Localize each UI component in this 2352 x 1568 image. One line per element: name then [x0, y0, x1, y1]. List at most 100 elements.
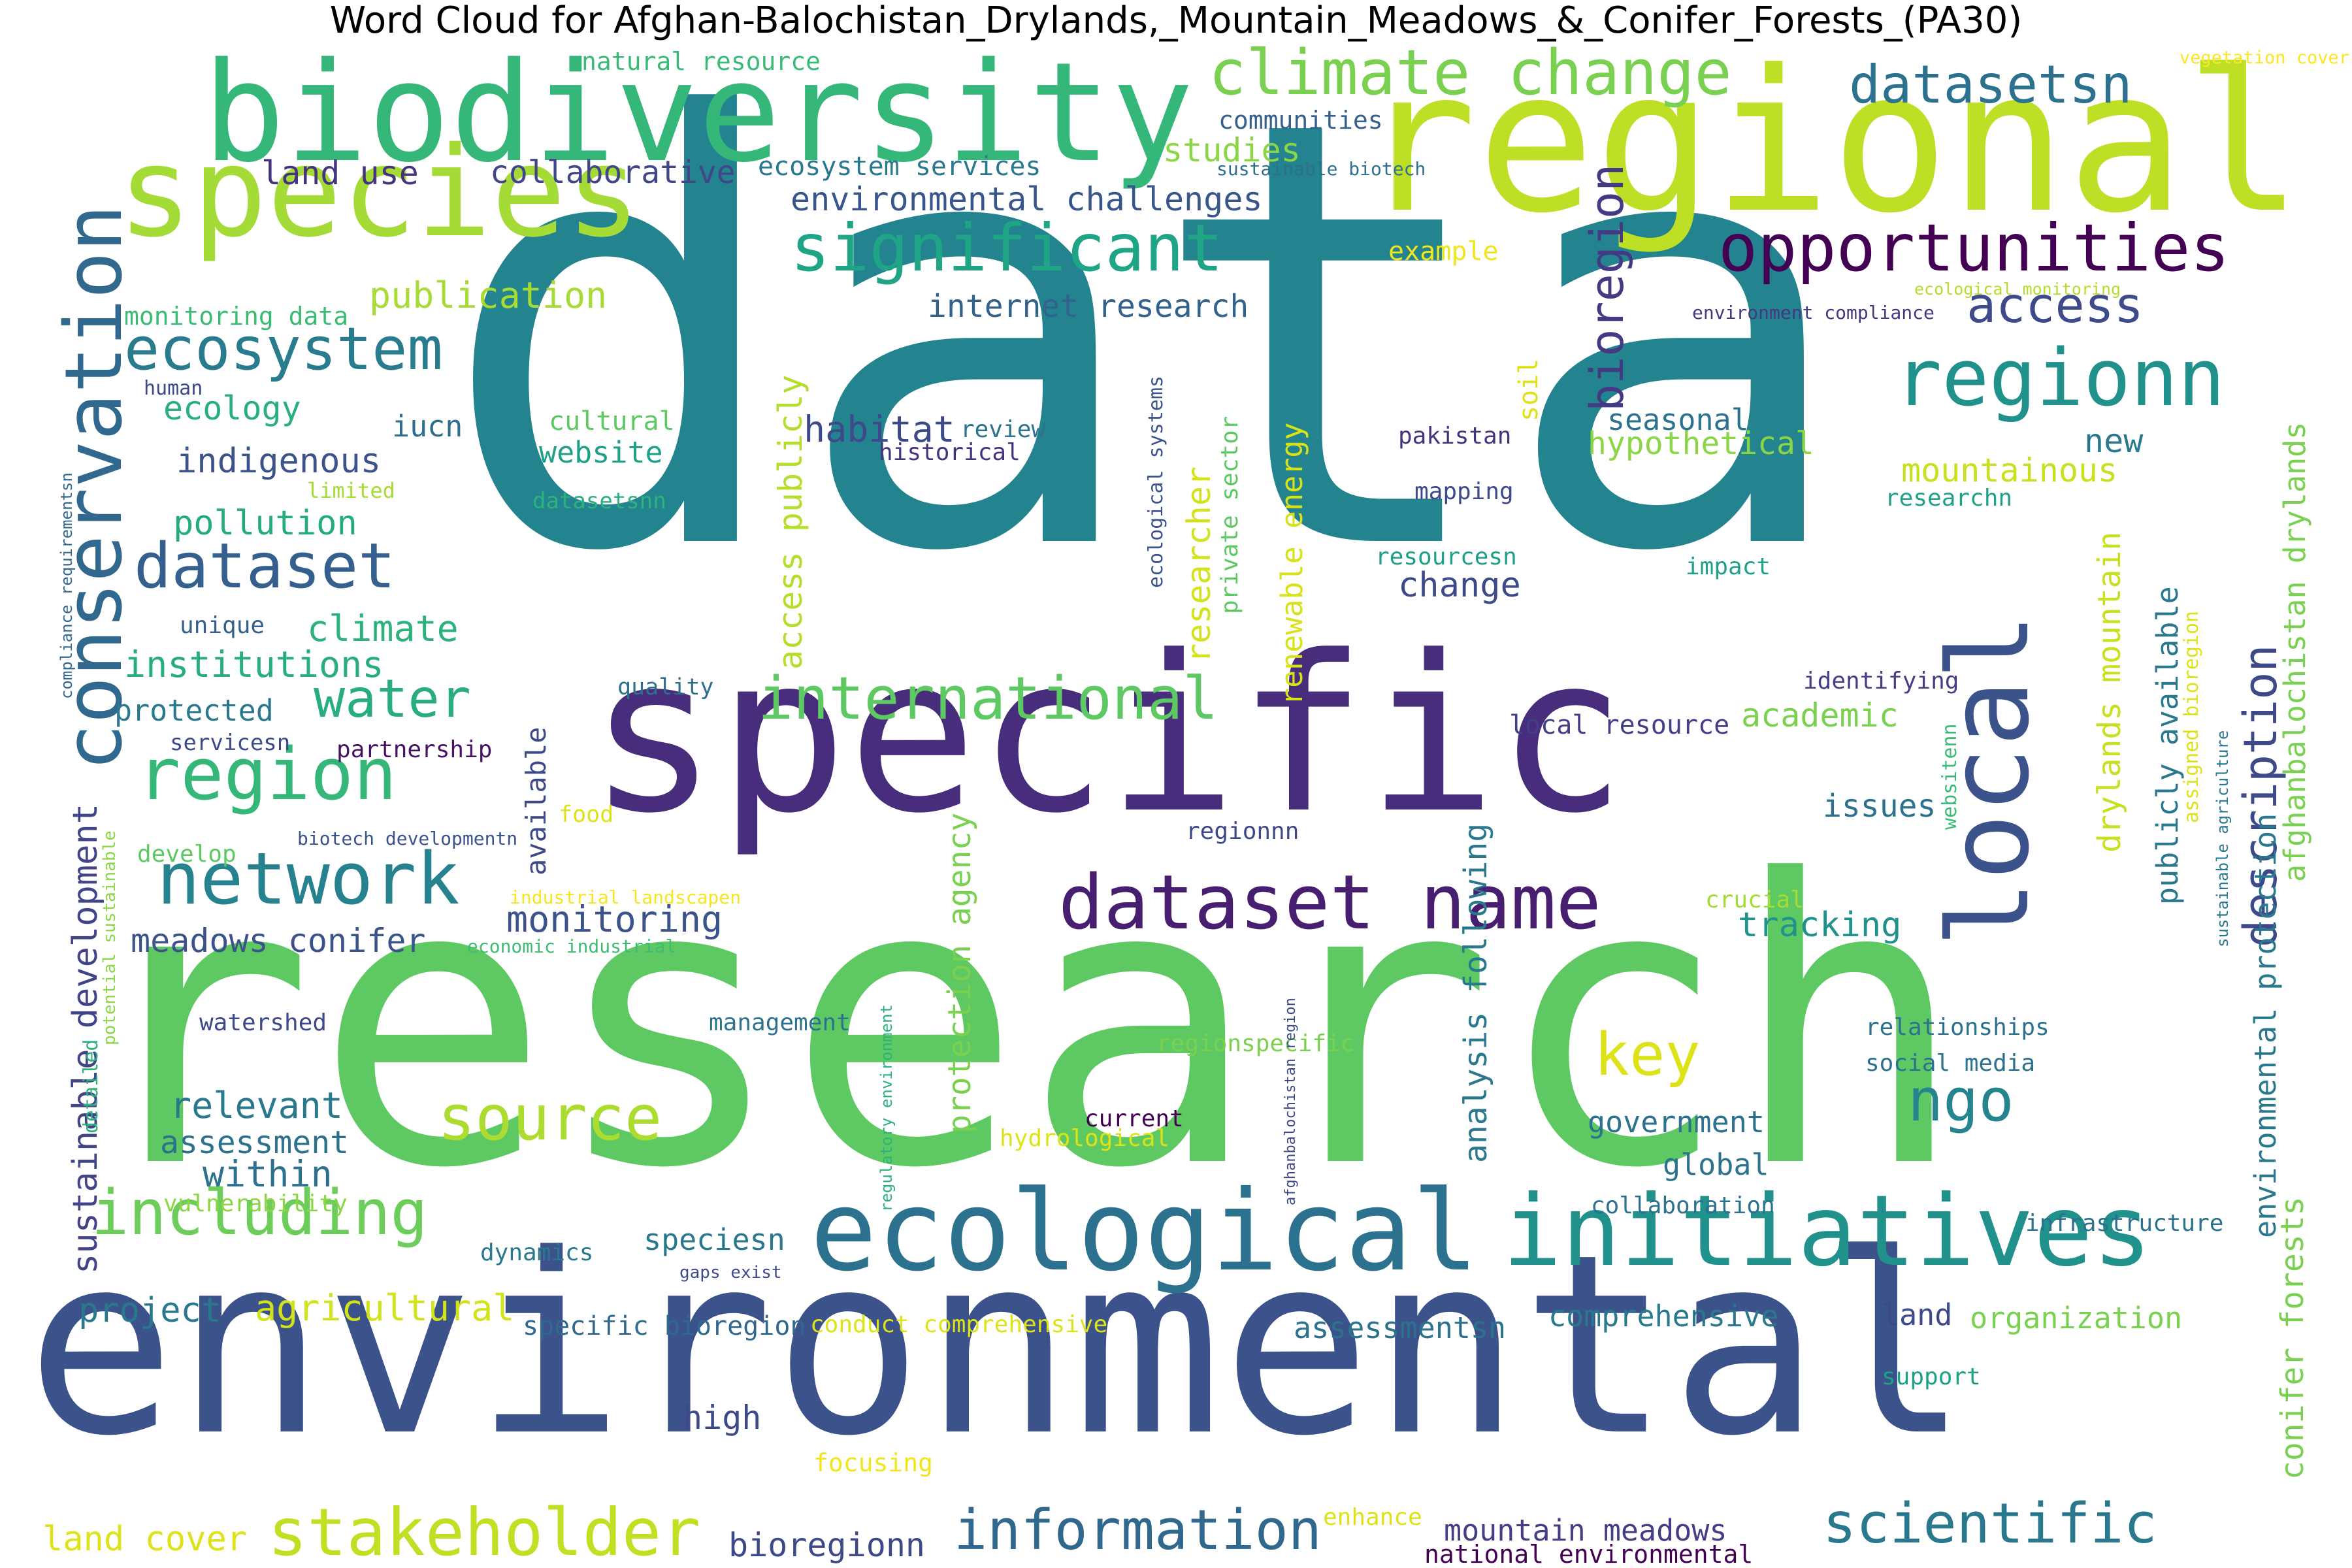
word-protection-agency: protection agency	[941, 812, 978, 1134]
word-social-media: social media	[1865, 1050, 2036, 1077]
word-resourcesn: resourcesn	[1375, 544, 1517, 570]
word-researchn: researchn	[1885, 485, 2013, 512]
word-unique: unique	[180, 612, 265, 639]
word-vegetation-cover: vegetation cover	[2179, 48, 2349, 68]
word-available: available	[520, 727, 552, 875]
word-drylands-mountain: drylands mountain	[2091, 531, 2128, 853]
word-collaboration: collaboration	[1591, 1192, 1775, 1219]
word-ngo: ngo	[1908, 1066, 2014, 1135]
word-current: current	[1085, 1105, 1184, 1132]
word-tracking: tracking	[1738, 906, 1902, 945]
word-pakistan: pakistan	[1398, 423, 1512, 449]
word-detailed: detailed	[80, 1039, 103, 1134]
word-region: region	[137, 732, 397, 816]
word-cloud: data research environmental regional specifi…	[0, 42, 2352, 1568]
word-ecosystem-services: ecosystem services	[758, 152, 1041, 182]
word-dynamics: dynamics	[480, 1239, 594, 1266]
word-protected: protected	[114, 693, 274, 728]
word-academic: academic	[1741, 696, 1899, 734]
word-soil: soil	[1514, 358, 1544, 421]
word-example: example	[1388, 237, 1499, 267]
word-infrastructure: infrastructure	[2025, 1210, 2224, 1237]
word-collaborative: collaborative	[490, 154, 736, 191]
word-potential-sustainable: potential sustainable	[100, 830, 120, 1045]
word-bioregion: bioregion	[1580, 163, 1634, 412]
word-limited: limited	[307, 478, 395, 503]
word-biodiversity: biodiversity	[203, 42, 1194, 193]
word-ecological-monitoring: ecological monitoring	[1914, 280, 2121, 299]
word-species: species	[118, 120, 641, 265]
word-environment-compliance: environment compliance	[1692, 302, 1935, 323]
word-ecology: ecology	[163, 389, 301, 427]
word-private-sector: private sector	[1217, 416, 1243, 614]
word-government: government	[1588, 1105, 1765, 1139]
word-stakeholder: stakeholder	[268, 1494, 701, 1568]
word-hydrological: hydrological	[1000, 1125, 1170, 1152]
word-agricultural: agricultural	[255, 1287, 515, 1329]
word-assessment: assessment	[160, 1124, 349, 1161]
word-afghanbalochistan-region: afghanbalochistan region	[1282, 998, 1299, 1205]
word-identifying: identifying	[1803, 668, 1959, 694]
word-land-use: land use	[261, 154, 419, 192]
word-iucn: iucn	[392, 409, 463, 444]
word-sustainable-agriculture: sustainable agriculture	[2213, 730, 2232, 947]
word-access: access	[1967, 276, 2144, 334]
word-environmental-protection: environmental protection	[2248, 813, 2283, 1238]
word-monitoring-data: monitoring data	[124, 302, 349, 331]
word-source: source	[438, 1083, 662, 1154]
word-environmental-challenges: environmental challenges	[791, 180, 1263, 218]
word-land: land	[1882, 1298, 1953, 1332]
word-mapping: mapping	[1414, 478, 1514, 505]
word-project: project	[78, 1291, 222, 1330]
word-partnership: partnership	[336, 736, 493, 763]
word-assessmentsn: assessmentsn	[1294, 1311, 1507, 1345]
word-global: global	[1663, 1147, 1769, 1182]
word-including: including	[91, 1177, 428, 1249]
word-renewable-energy: renewable energy	[1275, 422, 1309, 706]
word-relevant: relevant	[170, 1085, 343, 1126]
word-climate: climate	[307, 608, 459, 649]
word-compliance-requirementsn: compliance requirementsn	[57, 472, 76, 699]
word-network: network	[157, 837, 460, 921]
word-sustainable-biotech: sustainable biotech	[1217, 158, 1426, 180]
word-historical: historical	[879, 439, 1021, 466]
word-bioregionn: bioregionn	[728, 1526, 926, 1564]
word-regionnn: regionnn	[1186, 818, 1299, 845]
word-food: food	[559, 802, 614, 828]
word-researcher: researcher	[1180, 466, 1218, 663]
word-international: international	[758, 664, 1218, 733]
word-conifer-forests: conifer forests	[2274, 1196, 2311, 1480]
word-studies: studies	[1163, 131, 1301, 169]
word-ecological: ecological	[810, 1167, 1479, 1296]
word-speciesn: speciesn	[644, 1222, 785, 1257]
word-gaps-exist: gaps exist	[679, 1263, 782, 1282]
word-key: key	[1594, 1021, 1701, 1089]
word-water: water	[314, 668, 471, 729]
word-change: change	[1398, 566, 1521, 605]
word-institutions: institutions	[124, 644, 384, 685]
word-habitat: habitat	[804, 408, 955, 450]
word-climate-change: climate change	[1209, 42, 1732, 109]
word-relationships: relationships	[1865, 1014, 2050, 1041]
word-initiatives: initiatives	[1503, 1175, 2152, 1288]
word-datasetsnn: datasetsnn	[532, 488, 666, 514]
word-crucial: crucial	[1705, 887, 1805, 913]
word-information: information	[954, 1498, 1322, 1563]
word-assigned-bioregion: assigned bioregion	[2180, 610, 2203, 823]
word-servicesn: servicesn	[170, 730, 291, 756]
word-indigenous: indigenous	[176, 442, 382, 481]
word-hypothetical: hypothetical	[1588, 425, 1814, 462]
word-meadows-conifer: meadows conifer	[131, 922, 426, 960]
word-scientific: scientific	[1823, 1492, 2157, 1556]
word-datasetsn: datasetsn	[1849, 54, 2132, 115]
word-industrial-landscapen: industrial landscapen	[510, 887, 742, 908]
word-management: management	[709, 1009, 851, 1036]
word-access-publicly: access publicly	[772, 374, 809, 670]
word-comprehensive: comprehensive	[1548, 1299, 1779, 1333]
word-data: data	[438, 42, 1854, 680]
word-quality: quality	[617, 674, 714, 700]
word-dataset-name: dataset name	[1058, 859, 1601, 947]
word-specific: specific	[588, 610, 1627, 860]
word-human: human	[144, 377, 203, 400]
